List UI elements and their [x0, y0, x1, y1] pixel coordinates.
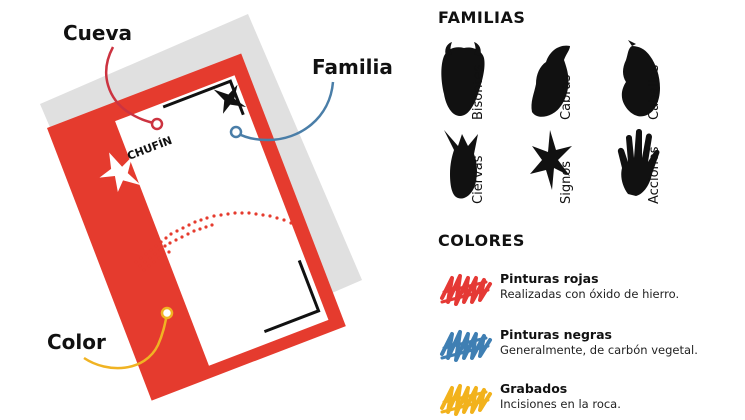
sign-mark-icon — [99, 152, 141, 192]
horse-head-icon — [621, 40, 660, 117]
red-scribble-swatch — [440, 274, 492, 306]
color-label: Color — [47, 330, 106, 354]
colores-title: COLORES — [438, 231, 525, 250]
deer-head-icon — [444, 130, 478, 199]
family-item-ciervas: Ciervas — [438, 124, 530, 210]
family-label: Caballos — [647, 64, 662, 120]
card-diagram: CHUFÍN — [40, 14, 362, 401]
family-label: Acciones — [647, 146, 662, 204]
cueva-label: Cueva — [63, 21, 133, 45]
familia-callout-line — [229, 81, 335, 142]
color-row-rojas: Pinturas rojas Realizadas con óxido de h… — [438, 268, 738, 308]
color-name: Grabados — [500, 381, 568, 396]
hand-print-icon — [617, 129, 660, 196]
color-name: Pinturas rojas — [500, 271, 599, 286]
family-label: Bisontes — [471, 64, 486, 120]
color-description: Realizadas con óxido de hierro. — [500, 287, 680, 301]
color-description: Generalmente, de carbón vegetal. — [500, 343, 698, 357]
family-item-caballos: Caballos — [614, 40, 706, 126]
color-row-negras: Pinturas negras Generalmente, de carbón … — [438, 324, 738, 364]
blue-scribble-swatch — [440, 330, 492, 362]
bison-head-icon — [441, 42, 485, 116]
familia-label: Familia — [312, 55, 393, 79]
family-label: Signos — [559, 160, 574, 204]
familias-title: FAMILIAS — [438, 8, 526, 27]
family-item-bisontes: Bisontes — [438, 40, 530, 126]
sign-symbol-icon — [530, 130, 572, 190]
family-label: Cabras — [559, 74, 574, 120]
yellow-scribble-swatch — [440, 384, 492, 416]
family-item-signos: Signos — [526, 124, 618, 210]
color-callout-line — [83, 306, 174, 370]
goat-head-icon — [531, 45, 570, 117]
family-mark-icon — [213, 84, 247, 114]
color-description: Incisiones en la roca. — [500, 397, 621, 411]
family-item-cabras: Cabras — [526, 40, 618, 126]
color-name: Pinturas negras — [500, 327, 612, 342]
color-row-grabados: Grabados Incisiones en la roca. — [438, 378, 738, 418]
family-label: Ciervas — [471, 155, 486, 204]
family-item-acciones: Acciones — [614, 124, 706, 210]
cueva-callout-line — [104, 46, 164, 131]
dotted-arc — [134, 211, 299, 272]
